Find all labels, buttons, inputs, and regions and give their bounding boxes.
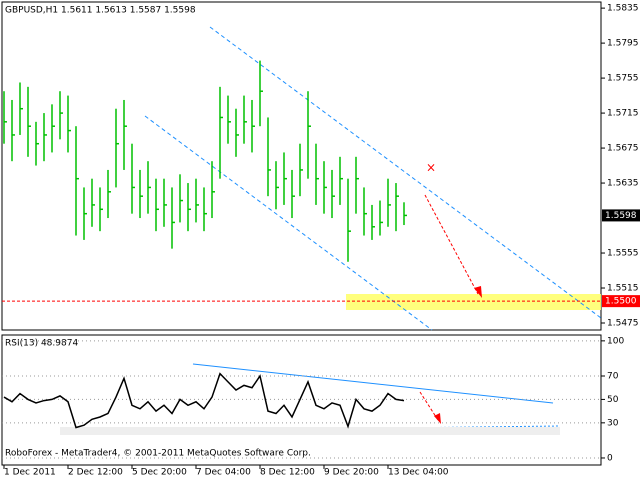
last-price: 1.5598 xyxy=(605,211,637,221)
x-tick-label: 2 Dec 12:00 xyxy=(68,468,123,478)
channel-line xyxy=(209,26,602,319)
footer: RoboForex - MetaTrader4, © 2001-2011 Met… xyxy=(5,449,311,459)
level-label-bg xyxy=(602,295,640,308)
x-tick-label: 9 Dec 20:00 xyxy=(324,468,379,478)
arrow-head xyxy=(434,413,441,424)
last-price-bg xyxy=(602,209,640,222)
y-tick-label: 50 xyxy=(607,395,619,405)
rsi-panel xyxy=(1,334,602,466)
x-tick-label: 5 Dec 20:00 xyxy=(132,468,187,478)
y-tick-label: 1.5755 xyxy=(607,74,639,84)
rsi-arrow xyxy=(419,391,439,421)
chart-title: GBPUSD,H1 1.5611 1.5613 1.5587 1.5598 xyxy=(5,6,196,16)
y-tick-label: 70 xyxy=(607,371,619,381)
price-panel xyxy=(1,1,602,331)
y-tick-label: 1.5635 xyxy=(607,179,639,189)
rsi-band xyxy=(60,427,560,435)
y-tick-label: 1.5475 xyxy=(607,319,639,329)
x-tick-label: 7 Dec 04:00 xyxy=(196,468,251,478)
rsi-trend-line xyxy=(192,363,554,404)
forecast-arrow xyxy=(424,194,479,295)
y-tick-label: 1.5675 xyxy=(607,144,639,154)
target-zone xyxy=(346,294,601,310)
arrow-head xyxy=(474,286,482,298)
y-tick-label: 30 xyxy=(607,418,619,428)
x-tick-label: 8 Dec 12:00 xyxy=(260,468,315,478)
y-tick-label: 1.5715 xyxy=(607,109,639,119)
rsi-line xyxy=(3,372,405,429)
y-tick-label: 1.5555 xyxy=(607,249,639,259)
x-tick-label: 13 Dec 04:00 xyxy=(388,468,449,478)
y-tick-label: 100 xyxy=(607,336,624,346)
x-tick-label: 1 Dec 2011 xyxy=(4,468,56,478)
y-tick-label: 1.5835 xyxy=(607,4,639,14)
y-tick-label: 0 xyxy=(607,453,613,463)
channel-line xyxy=(144,115,433,331)
cross-marker: × xyxy=(426,161,436,175)
y-tick-label: 1.5515 xyxy=(607,284,639,294)
level-label: 1.5500 xyxy=(605,297,637,307)
y-tick-label: 1.5795 xyxy=(607,39,639,49)
rsi-title: RSI(13) 48.9874 xyxy=(5,339,78,349)
